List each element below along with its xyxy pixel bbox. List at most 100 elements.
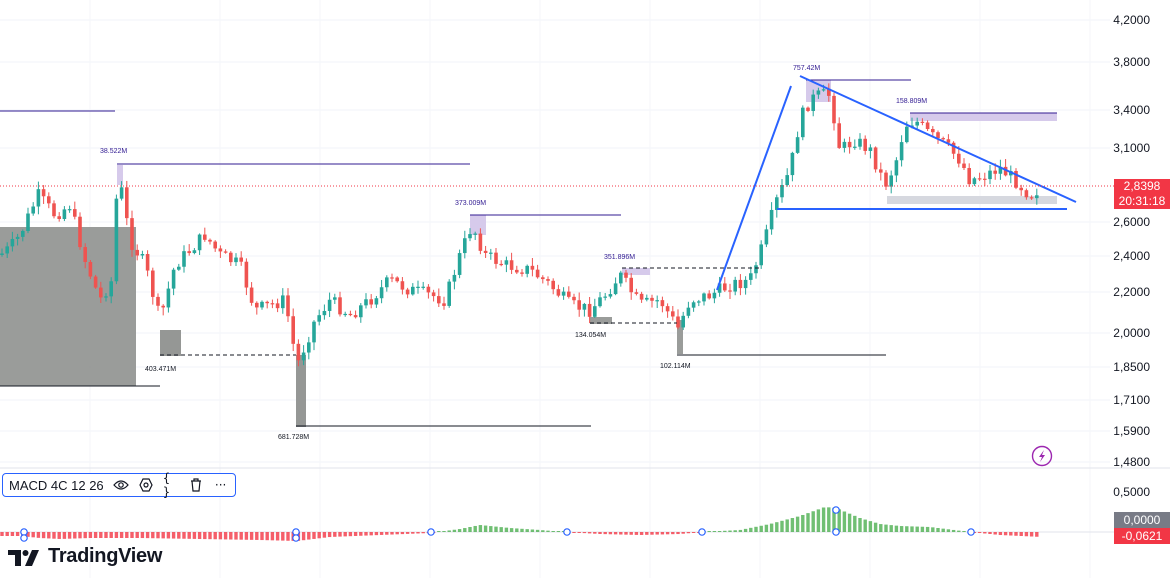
macd-bar xyxy=(145,532,150,539)
macd-handle xyxy=(427,528,435,536)
candle-body xyxy=(707,293,711,299)
macd-axis-tick-label: 0,5000 xyxy=(1113,485,1150,499)
tradingview-logo[interactable]: TradingView xyxy=(8,545,162,568)
candle-body xyxy=(780,185,784,198)
settings-icon[interactable] xyxy=(138,477,154,493)
macd-bar xyxy=(738,529,743,532)
candle-body xyxy=(88,261,93,277)
macd-bar xyxy=(655,532,659,535)
macd-bar xyxy=(936,528,940,532)
price-axis[interactable]: 4,2000 3,8000 3,4000 3,1000 2,6000 2,4000 2,20… xyxy=(1113,13,1150,499)
candle-body xyxy=(31,206,35,214)
candle-body xyxy=(827,89,831,96)
trend-drawings[interactable] xyxy=(716,75,1077,291)
macd-bar xyxy=(78,532,82,539)
lightning-icon[interactable] xyxy=(1031,445,1053,467)
candle-body xyxy=(177,266,181,270)
macd-bar xyxy=(395,532,399,535)
horizontal-levels xyxy=(0,79,1057,427)
eye-icon[interactable] xyxy=(112,477,129,493)
macd-bar xyxy=(5,532,9,536)
volume-annotation: 403.471M xyxy=(145,366,176,373)
macd-legend[interactable]: MACD 4C 12 26 { } ··· xyxy=(2,471,236,499)
macd-bar xyxy=(1035,532,1039,537)
macd-handle xyxy=(563,528,571,536)
candle-body xyxy=(759,244,763,266)
candle-body xyxy=(119,187,124,199)
candle-body xyxy=(936,132,940,139)
macd-bar xyxy=(1029,532,1034,537)
candle-body xyxy=(104,296,108,298)
macd-bar xyxy=(780,520,784,532)
macd-bar xyxy=(951,529,956,532)
macd-bar xyxy=(853,515,857,532)
candle-body xyxy=(899,142,904,161)
macd-bar xyxy=(359,532,363,536)
macd-bar xyxy=(353,532,358,536)
macd-bar xyxy=(983,532,987,534)
candle-body xyxy=(530,265,535,270)
macd-bar xyxy=(187,532,191,539)
candle-body xyxy=(520,272,524,274)
zone xyxy=(622,268,650,275)
volume-annotation: 681.728M xyxy=(278,434,309,441)
trash-icon[interactable] xyxy=(188,477,204,493)
candle-body xyxy=(67,209,72,211)
macd-bar xyxy=(811,511,815,532)
candle-body xyxy=(598,297,602,307)
candle-body xyxy=(957,153,961,164)
candle-body xyxy=(249,287,254,303)
macd-bar xyxy=(551,531,555,532)
candle-body xyxy=(733,279,737,292)
candle-body xyxy=(858,138,862,147)
candle-body xyxy=(697,301,701,303)
macd-bar xyxy=(483,525,488,532)
candle-body xyxy=(312,321,316,343)
zone xyxy=(887,196,1057,204)
macd-bar xyxy=(307,532,311,540)
volume-annotation: 102.114M xyxy=(660,363,691,370)
macd-bar xyxy=(764,524,769,532)
candle-body xyxy=(156,296,160,306)
candle-body xyxy=(998,166,1003,174)
more-icon[interactable]: ··· xyxy=(214,478,227,492)
candle-body xyxy=(556,289,561,296)
candle-body xyxy=(993,170,997,174)
macd-bar xyxy=(333,532,337,537)
candle-body xyxy=(166,288,171,308)
candle-body xyxy=(322,310,327,316)
candle-body xyxy=(629,277,633,293)
macd-bar xyxy=(177,532,181,539)
macd-bar xyxy=(842,511,847,532)
candle-body xyxy=(572,296,576,301)
macd-bar xyxy=(587,532,592,534)
candle-body xyxy=(816,90,821,95)
candle-body xyxy=(728,290,732,292)
candle-body xyxy=(57,216,61,219)
volume-annotation: 373.009M xyxy=(455,200,486,207)
source-code-icon[interactable]: { } xyxy=(162,471,171,499)
macd-bar xyxy=(546,530,550,532)
candle-body xyxy=(140,254,145,256)
macd-bar xyxy=(421,532,425,534)
macd-bar xyxy=(234,532,238,540)
macd-bar xyxy=(785,519,789,532)
macd-bar xyxy=(634,532,639,535)
candle-body xyxy=(473,233,477,235)
macd-bar xyxy=(608,532,613,535)
macd-bar xyxy=(416,532,420,534)
macd-bar xyxy=(603,532,607,535)
macd-bar xyxy=(437,531,441,532)
candle-body xyxy=(509,260,514,270)
trendline xyxy=(716,85,792,291)
tradingview-logo-icon xyxy=(8,549,39,566)
candle-body xyxy=(769,209,774,230)
macd-bar xyxy=(281,532,285,541)
macd-bar xyxy=(104,532,108,538)
macd-bar xyxy=(645,532,649,535)
macd-bar xyxy=(1009,532,1013,536)
candle-body xyxy=(681,315,685,328)
candle-body xyxy=(650,297,654,301)
candle-body xyxy=(301,352,306,361)
